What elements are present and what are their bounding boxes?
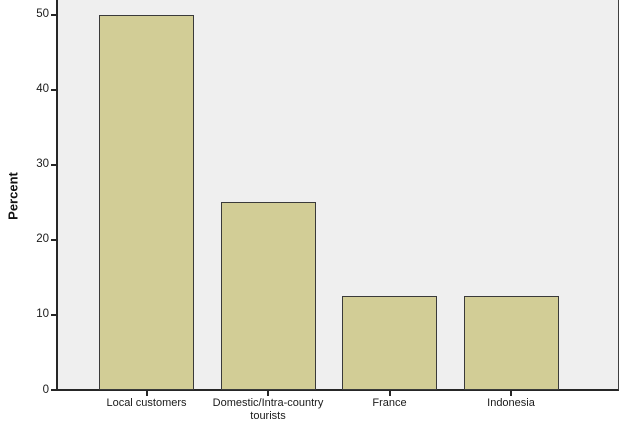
x-tick-mark xyxy=(510,391,512,396)
bar-4 xyxy=(463,296,559,390)
x-tick-mark xyxy=(267,391,269,396)
y-tick-label: 50 xyxy=(36,8,49,20)
bar-3 xyxy=(342,296,437,390)
x-category-label: France xyxy=(372,397,407,409)
x-category-label: Domestic/Intra-country tourists xyxy=(212,397,324,422)
y-tick-label: 20 xyxy=(36,233,49,246)
bar-1 xyxy=(99,14,194,390)
y-tick-mark xyxy=(51,389,57,391)
y-tick-label: 30 xyxy=(36,158,49,171)
y-axis-title: Percent xyxy=(5,172,21,220)
y-tick-mark xyxy=(51,238,57,241)
y-tick-mark xyxy=(51,88,57,91)
x-category-label: Indonesia xyxy=(487,397,535,409)
y-tick-mark xyxy=(51,13,57,16)
y-tick-label: 0 xyxy=(42,383,49,396)
y-tick-label: 10 xyxy=(36,308,49,321)
y-tick-mark xyxy=(51,313,57,316)
x-tick-mark xyxy=(145,391,148,396)
x-category-label: Local customers xyxy=(106,397,187,409)
y-tick-mark xyxy=(51,163,57,166)
x-tick-mark xyxy=(388,391,391,396)
y-tick-label: 40 xyxy=(36,83,49,96)
bar-2 xyxy=(220,202,316,390)
